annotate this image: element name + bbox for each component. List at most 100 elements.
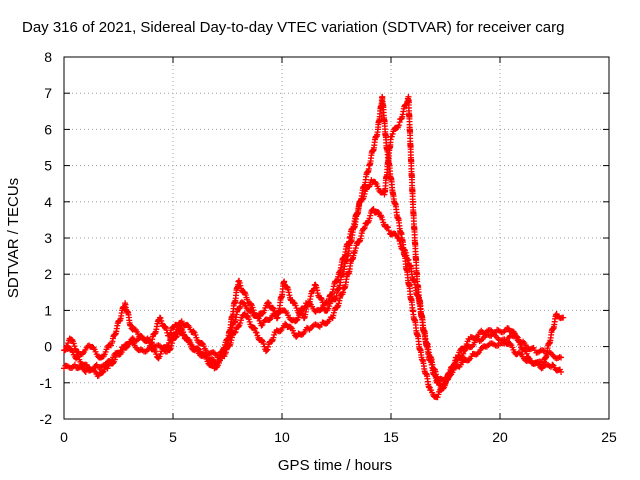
data-point bbox=[146, 340, 153, 347]
x-tick-label: 10 bbox=[274, 429, 290, 445]
y-tick-label: 0 bbox=[44, 339, 52, 355]
data-point bbox=[316, 323, 323, 330]
data-point bbox=[385, 227, 392, 234]
data-point bbox=[359, 196, 366, 203]
data-point bbox=[165, 339, 172, 346]
data-point bbox=[287, 324, 294, 331]
data-point bbox=[401, 246, 408, 253]
data-point bbox=[526, 357, 533, 364]
data-points bbox=[61, 93, 567, 401]
data-point bbox=[70, 340, 77, 347]
data-point bbox=[558, 314, 565, 321]
data-point bbox=[414, 276, 421, 283]
data-point bbox=[462, 347, 469, 354]
data-point bbox=[171, 331, 178, 338]
data-point bbox=[221, 353, 228, 360]
y-axis-title: SDTVAR / TECUs bbox=[5, 178, 22, 298]
y-tick-label: -1 bbox=[40, 375, 53, 391]
data-point bbox=[306, 300, 313, 307]
data-point bbox=[249, 304, 256, 311]
y-tick-label: 5 bbox=[44, 158, 52, 174]
data-point bbox=[361, 225, 368, 232]
x-tick-label: 25 bbox=[601, 429, 617, 445]
data-point bbox=[375, 209, 382, 216]
data-point bbox=[69, 336, 76, 343]
data-point bbox=[434, 394, 441, 401]
data-point bbox=[388, 133, 395, 140]
data-point bbox=[368, 208, 375, 215]
data-point bbox=[221, 344, 228, 351]
data-point bbox=[265, 299, 272, 306]
data-point bbox=[252, 325, 259, 332]
data-point bbox=[361, 190, 368, 197]
data-point bbox=[260, 340, 267, 347]
data-point bbox=[236, 279, 243, 286]
data-point bbox=[167, 336, 174, 343]
data-point bbox=[507, 340, 514, 347]
y-tick-label: -2 bbox=[40, 411, 53, 427]
x-tick-label: 15 bbox=[383, 429, 399, 445]
data-point bbox=[398, 231, 405, 238]
data-point bbox=[157, 350, 164, 357]
data-point bbox=[395, 122, 402, 129]
y-tick-label: 1 bbox=[44, 302, 52, 318]
data-point bbox=[251, 324, 258, 331]
data-point bbox=[366, 215, 373, 222]
data-point bbox=[243, 294, 250, 301]
data-point bbox=[264, 346, 271, 353]
data-point bbox=[404, 257, 411, 264]
x-tick-label: 5 bbox=[169, 429, 177, 445]
data-point bbox=[385, 224, 392, 231]
data-point bbox=[232, 329, 239, 336]
data-point bbox=[259, 310, 266, 317]
data-point bbox=[516, 339, 523, 346]
data-point bbox=[293, 333, 300, 340]
data-point bbox=[83, 362, 90, 369]
data-point bbox=[317, 307, 324, 314]
data-point bbox=[456, 363, 463, 370]
data-point bbox=[339, 291, 346, 298]
data-point bbox=[201, 345, 208, 352]
data-point bbox=[67, 345, 74, 352]
data-point bbox=[523, 350, 530, 357]
chart-title: Day 316 of 2021, Sidereal Day-to-day VTE… bbox=[22, 19, 564, 36]
data-point bbox=[335, 273, 342, 280]
data-point bbox=[271, 331, 278, 338]
data-point bbox=[240, 299, 247, 306]
x-tick-label: 0 bbox=[60, 429, 68, 445]
data-point bbox=[524, 357, 531, 364]
data-point bbox=[108, 342, 115, 349]
data-point bbox=[374, 129, 381, 136]
data-point bbox=[174, 326, 181, 333]
y-tick-label: 4 bbox=[44, 194, 52, 210]
data-point bbox=[403, 252, 410, 259]
y-tick-label: 7 bbox=[44, 85, 52, 101]
data-point bbox=[237, 319, 244, 326]
data-point bbox=[117, 347, 124, 354]
data-point bbox=[556, 366, 563, 373]
data-point bbox=[269, 304, 276, 311]
y-tick-label: 3 bbox=[44, 230, 52, 246]
x-tick-label: 20 bbox=[492, 429, 508, 445]
data-point bbox=[264, 300, 271, 307]
data-point bbox=[129, 335, 136, 342]
x-axis-title: GPS time / hours bbox=[278, 457, 392, 474]
data-point bbox=[273, 315, 280, 322]
data-point bbox=[244, 312, 251, 319]
data-point bbox=[295, 312, 302, 319]
data-point bbox=[530, 344, 537, 351]
data-point bbox=[460, 350, 467, 357]
data-point bbox=[442, 378, 449, 385]
data-point bbox=[461, 348, 468, 355]
data-point bbox=[447, 369, 454, 376]
data-point bbox=[94, 373, 101, 380]
y-tick-label: 8 bbox=[44, 49, 52, 65]
data-point bbox=[128, 336, 135, 343]
data-point bbox=[237, 303, 244, 310]
data-point bbox=[259, 337, 266, 344]
data-point bbox=[365, 165, 372, 172]
data-point bbox=[269, 338, 276, 345]
data-point bbox=[162, 323, 169, 330]
data-point bbox=[290, 299, 297, 306]
y-tick-label: 6 bbox=[44, 121, 52, 137]
